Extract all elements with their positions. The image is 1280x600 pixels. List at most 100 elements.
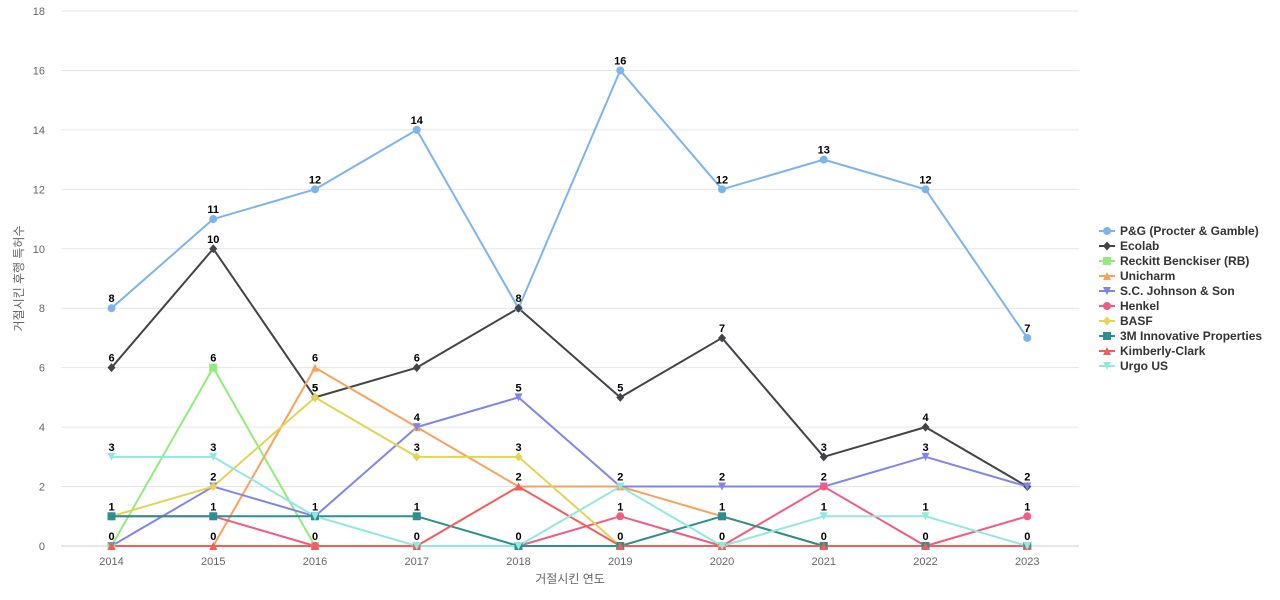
data-point-reckitt-benckiser-rb	[209, 363, 218, 372]
y-tick-label: 12	[33, 184, 45, 196]
data-label: 2	[821, 472, 827, 484]
data-label: 3	[821, 442, 827, 454]
data-label: 8	[108, 293, 114, 305]
data-point-urgo-us	[412, 542, 421, 550]
data-label: 5	[312, 382, 318, 394]
y-tick-label: 10	[33, 244, 45, 256]
data-label: 0	[108, 531, 114, 543]
data-label: 10	[207, 234, 219, 246]
data-label: 6	[414, 353, 420, 365]
data-point-urgo-us	[209, 452, 218, 461]
series-line-ecolab	[110, 247, 1029, 488]
data-point-p-g-procter-gamble	[819, 155, 828, 164]
y-tick-label: 6	[39, 363, 45, 375]
data-point-basf	[209, 482, 218, 492]
data-label: 7	[719, 323, 725, 335]
data-point-basf	[311, 392, 319, 402]
legend-item-urgo-us[interactable]: Urgo US	[1099, 359, 1168, 373]
data-point-urgo-us	[819, 512, 828, 521]
data-label: 1	[414, 501, 420, 513]
legend-item-basf[interactable]: BASF	[1099, 314, 1153, 328]
data-label: 4	[922, 412, 929, 424]
data-label: 2	[1024, 472, 1030, 484]
legend-marker	[1103, 287, 1111, 295]
series-lines	[110, 69, 1029, 547]
x-tick-label: 2016	[303, 556, 327, 568]
data-label: 1	[617, 501, 623, 513]
data-label: 0	[210, 531, 216, 543]
data-point-s-c-johnson-son	[921, 452, 930, 461]
legend-item-ecolab[interactable]: Ecolab	[1099, 239, 1159, 253]
data-point-basf	[412, 452, 421, 462]
data-point-ecolab	[107, 363, 116, 373]
x-tick-label: 2023	[1015, 556, 1039, 568]
data-point-henkel	[819, 482, 828, 491]
data-label: 16	[614, 55, 626, 67]
data-label: 5	[312, 382, 318, 394]
legend-item-s-c-johnson-son[interactable]: S.C. Johnson & Son	[1099, 284, 1235, 298]
data-point-p-g-procter-gamble	[1023, 333, 1032, 342]
legend-marker	[1103, 272, 1111, 280]
data-label: 13	[818, 145, 830, 157]
data-label: 3	[414, 442, 420, 454]
data-label: 2	[210, 472, 216, 484]
data-label: 11	[207, 204, 219, 216]
data-label: 2	[719, 472, 725, 484]
data-point-p-g-procter-gamble	[209, 215, 218, 224]
series-line-s-c-johnson-son	[110, 396, 1029, 547]
legend-marker	[1103, 227, 1111, 235]
legend-marker	[1103, 332, 1111, 340]
legend-item-unicharm[interactable]: Unicharm	[1099, 269, 1175, 283]
grid-lines	[61, 10, 1079, 547]
x-axis-ticks: 2014 2015 2016 2017 2018 2019 2020 2021 2022 2023	[99, 556, 1039, 568]
data-point-p-g-procter-gamble	[616, 66, 625, 75]
legend-item-henkel[interactable]: Henkel	[1099, 299, 1159, 313]
data-point-urgo-us	[514, 542, 523, 550]
legend-item-kimberly-clark[interactable]: Kimberly-Clark	[1099, 344, 1206, 358]
data-point-p-g-procter-gamble	[412, 125, 421, 134]
legend-item-reckitt-benckiser-rb[interactable]: Reckitt Benckiser (RB)	[1099, 254, 1249, 268]
data-label: 1	[312, 501, 318, 513]
data-label: 0	[1024, 531, 1030, 543]
y-tick-label: 0	[39, 541, 45, 553]
x-tick-label: 2020	[710, 556, 734, 568]
data-label: 8	[515, 293, 521, 305]
data-label: 1	[210, 501, 216, 513]
legend-label: P&G (Procter & Gamble)	[1120, 224, 1259, 238]
data-point-kimberly-clark	[107, 542, 116, 550]
data-label: 12	[309, 174, 321, 186]
data-label: 6	[210, 353, 216, 365]
data-point-kimberly-clark	[819, 542, 828, 550]
data-point-unicharm	[311, 363, 319, 372]
y-tick-label: 16	[33, 65, 45, 77]
legend-marker	[1103, 347, 1111, 355]
data-point-p-g-procter-gamble	[107, 304, 116, 313]
legend-label: Reckitt Benckiser (RB)	[1120, 254, 1249, 268]
data-point-kimberly-clark	[209, 542, 218, 550]
legend-item-3m-innovative-properties[interactable]: 3M Innovative Properties	[1099, 329, 1262, 343]
data-label: 0	[617, 531, 623, 543]
legend-label: 3M Innovative Properties	[1120, 329, 1262, 343]
x-tick-label: 2021	[812, 556, 836, 568]
legend-label: Kimberly-Clark	[1120, 344, 1206, 358]
x-tick-label: 2022	[913, 556, 937, 568]
series-line-unicharm	[110, 366, 1029, 547]
data-point-kimberly-clark	[921, 542, 930, 550]
y-tick-label: 14	[33, 125, 45, 137]
data-label: 12	[716, 174, 728, 186]
data-point-urgo-us	[107, 452, 116, 461]
series-markers	[107, 66, 1032, 551]
data-point-henkel	[616, 512, 625, 521]
data-label: 0	[515, 531, 521, 543]
data-point-p-g-procter-gamble	[921, 185, 930, 194]
series-line-p-g-procter-gamble	[110, 69, 1029, 339]
data-label: 0	[414, 531, 420, 543]
data-label: 12	[919, 174, 931, 186]
data-point-urgo-us	[1023, 542, 1032, 550]
data-point-3m-innovative-properties	[718, 512, 726, 521]
legend-item-p-g-procter-gamble[interactable]: P&G (Procter & Gamble)	[1099, 224, 1259, 238]
data-point-3m-innovative-properties	[107, 512, 116, 521]
x-axis-title: 거절시킨 연도	[535, 572, 605, 586]
